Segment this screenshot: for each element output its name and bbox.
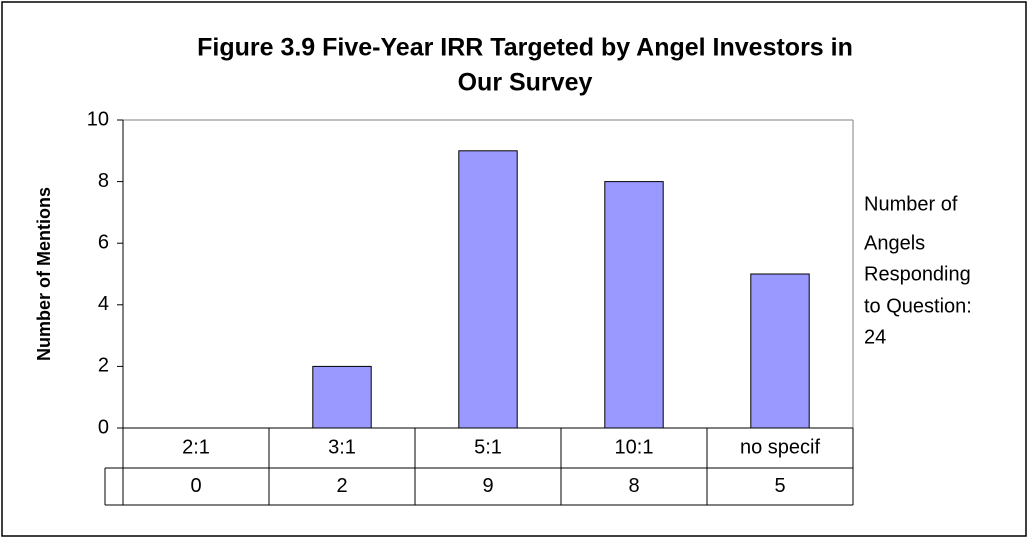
annotation: to Question: [864,295,972,317]
y-tick-label: 4 [98,293,109,315]
annotation: 24 [864,326,886,348]
y-axis-title: Number of Mentions [34,187,54,361]
table-value: 0 [190,475,201,497]
y-tick-label: 2 [98,355,109,377]
annotation: Responding [864,263,971,285]
table-value: 8 [628,475,639,497]
y-tick-label: 6 [98,231,109,253]
annotation: Angels [864,232,925,254]
bar [750,273,810,429]
bar [458,150,518,429]
y-tick-label: 10 [87,108,109,130]
table-value: 2 [336,475,347,497]
bar [312,365,372,429]
y-tick-label: 0 [98,416,109,438]
y-tick-label: 8 [98,170,109,192]
x-tick-label: 3:1 [328,436,356,458]
table-value: 5 [774,475,785,497]
x-tick-label: 2:1 [182,436,210,458]
chart-title: Figure 3.9 Five-Year IRR Targeted by Ang… [197,34,853,62]
x-tick-label: 10:1 [615,436,654,458]
bar [604,181,664,429]
chart-title: Our Survey [458,69,593,97]
table-value: 9 [482,475,493,497]
x-tick-label: no specif [740,436,820,458]
annotation: Number of [864,193,958,215]
x-tick-label: 5:1 [474,436,502,458]
